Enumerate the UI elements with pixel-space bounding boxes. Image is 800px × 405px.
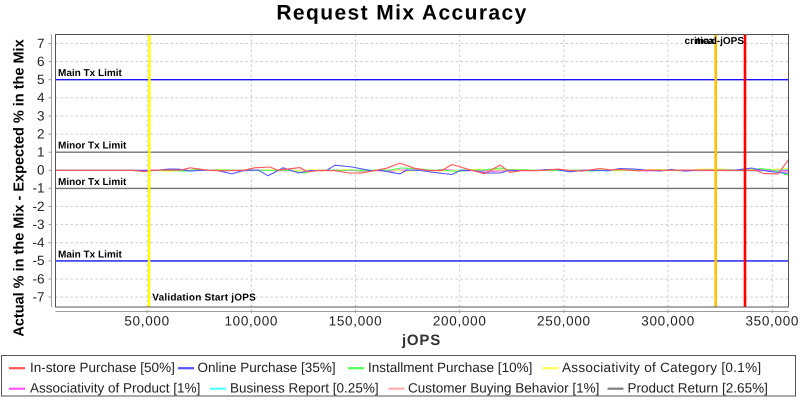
svg-text:critical-jOPS: critical-jOPS xyxy=(685,36,745,47)
svg-text:max: max xyxy=(695,36,715,47)
svg-text:2: 2 xyxy=(37,126,45,141)
svg-text:Online Purchase [35%]: Online Purchase [35%] xyxy=(198,360,336,375)
svg-text:-4: -4 xyxy=(32,235,44,250)
svg-text:Actual % in the Mix - Expected: Actual % in the Mix - Expected % in the … xyxy=(12,39,28,336)
svg-text:-5: -5 xyxy=(32,253,44,268)
svg-text:Validation Start jOPS: Validation Start jOPS xyxy=(152,293,256,304)
svg-text:-2: -2 xyxy=(32,199,44,214)
svg-text:Associativity of Product [1%]: Associativity of Product [1%] xyxy=(30,381,200,396)
svg-text:Business Report [0.25%]: Business Report [0.25%] xyxy=(230,381,379,396)
svg-text:jOPS: jOPS xyxy=(401,332,441,349)
svg-text:Associativity of Category [0.1: Associativity of Category [0.1%] xyxy=(562,360,761,375)
svg-text:-7: -7 xyxy=(32,289,44,304)
svg-text:100,000: 100,000 xyxy=(224,314,278,329)
svg-text:Main Tx Limit: Main Tx Limit xyxy=(58,68,123,79)
svg-text:In-store Purchase [50%]: In-store Purchase [50%] xyxy=(30,360,175,375)
svg-text:4: 4 xyxy=(37,90,45,105)
svg-text:Product Return [2.65%]: Product Return [2.65%] xyxy=(628,381,768,396)
svg-text:6: 6 xyxy=(37,54,45,69)
svg-text:Minor Tx Limit: Minor Tx Limit xyxy=(58,177,127,188)
svg-text:50,000: 50,000 xyxy=(124,314,170,329)
svg-text:300,000: 300,000 xyxy=(641,314,695,329)
svg-text:5: 5 xyxy=(37,72,45,87)
svg-text:3: 3 xyxy=(37,108,45,123)
svg-text:Minor Tx Limit: Minor Tx Limit xyxy=(58,141,127,152)
svg-text:-6: -6 xyxy=(32,271,44,286)
svg-text:350,000: 350,000 xyxy=(745,314,799,329)
svg-text:-1: -1 xyxy=(32,181,44,196)
svg-text:150,000: 150,000 xyxy=(329,314,383,329)
svg-text:250,000: 250,000 xyxy=(537,314,591,329)
svg-text:1: 1 xyxy=(37,145,45,160)
svg-text:Installment Purchase [10%]: Installment Purchase [10%] xyxy=(368,360,532,375)
svg-text:Main Tx Limit: Main Tx Limit xyxy=(58,249,123,260)
svg-text:-3: -3 xyxy=(32,217,44,232)
svg-text:200,000: 200,000 xyxy=(433,314,487,329)
svg-text:0: 0 xyxy=(37,163,45,178)
svg-text:Customer Buying Behavior [1%]: Customer Buying Behavior [1%] xyxy=(408,381,599,396)
svg-text:7: 7 xyxy=(37,36,45,51)
svg-text:Request Mix Accuracy: Request Mix Accuracy xyxy=(276,2,527,25)
